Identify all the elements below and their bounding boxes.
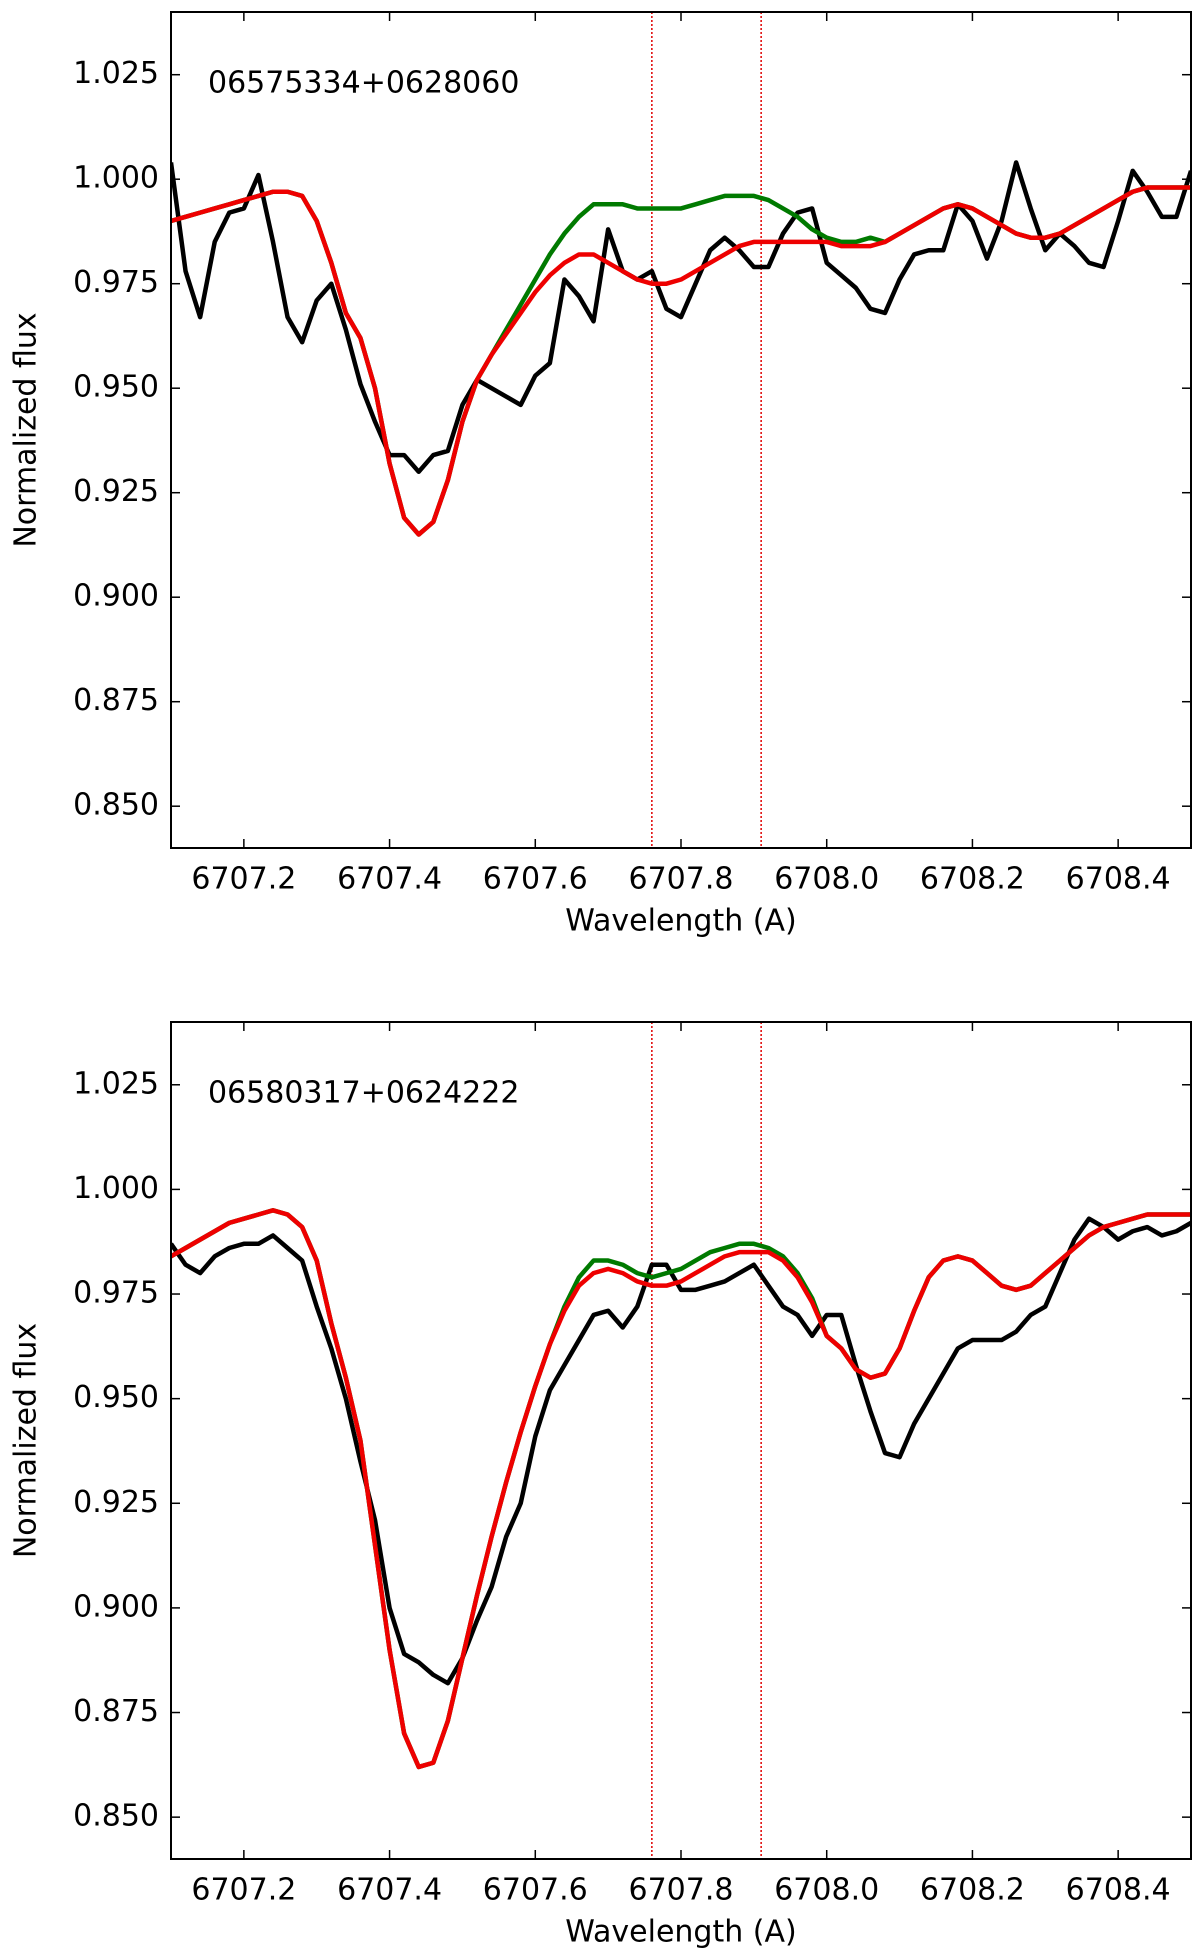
x-tick-label: 6708.2 <box>920 862 1025 897</box>
x-tick-label: 6708.4 <box>1066 862 1171 897</box>
y-tick-label: 1.000 <box>73 1171 159 1206</box>
x-tick-label: 6708.0 <box>774 1873 879 1908</box>
x-tick-label: 6707.4 <box>337 1873 442 1908</box>
spectrum-line <box>171 1216 1191 1686</box>
plot-frame <box>170 11 1192 849</box>
spectrum-line <box>171 160 1191 475</box>
y-tick-label: 0.850 <box>73 1799 159 1834</box>
x-tick-label: 6708.0 <box>774 862 879 897</box>
y-axis-label: Normalized flux <box>9 312 44 547</box>
x-tick-label: 6707.8 <box>629 1873 734 1908</box>
panel: 0.850 0.875 0.900 0.925 0.950 0.975 1.000 1.025… <box>9 1021 1192 1950</box>
x-tick-label: 6708.2 <box>920 1873 1025 1908</box>
y-axis-label: Normalized flux <box>9 1323 44 1558</box>
y-tick-label: 0.925 <box>73 474 159 509</box>
y-tick-label: 1.025 <box>73 1066 159 1101</box>
x-axis-label: Wavelength (A) <box>565 1915 796 1950</box>
plot-frame <box>170 1021 1192 1860</box>
x-tick-label: 6707.2 <box>191 862 296 897</box>
y-tick-label: 0.950 <box>73 370 159 405</box>
x-tick-label: 6708.4 <box>1066 1873 1171 1908</box>
y-tick-label: 0.850 <box>73 788 159 823</box>
x-axis-label: Wavelength (A) <box>565 904 796 939</box>
spectrum-line <box>171 185 1191 537</box>
y-tick-label: 0.900 <box>73 1589 159 1624</box>
x-tick-label: 6707.4 <box>337 862 442 897</box>
annotation: 06580317+0624222 <box>208 1076 519 1111</box>
panel: 0.850 0.875 0.900 0.925 0.950 0.975 1.000 1.025… <box>9 11 1192 939</box>
y-tick-label: 0.925 <box>73 1485 159 1520</box>
x-tick-label: 6707.2 <box>191 1873 296 1908</box>
y-tick-label: 0.975 <box>73 265 159 300</box>
y-tick-label: 1.000 <box>73 161 159 196</box>
x-tick-label: 6707.8 <box>629 862 734 897</box>
y-tick-label: 0.875 <box>73 683 159 718</box>
x-tick-label: 6707.6 <box>483 1873 588 1908</box>
x-tick-label: 6707.6 <box>483 862 588 897</box>
y-tick-label: 1.025 <box>73 56 159 91</box>
y-tick-label: 0.875 <box>73 1694 159 1729</box>
spectrum-line <box>171 1208 1191 1770</box>
y-tick-label: 0.975 <box>73 1276 159 1311</box>
y-tick-label: 0.900 <box>73 579 159 614</box>
y-tick-label: 0.950 <box>73 1380 159 1415</box>
annotation: 06575334+0628060 <box>208 66 519 101</box>
